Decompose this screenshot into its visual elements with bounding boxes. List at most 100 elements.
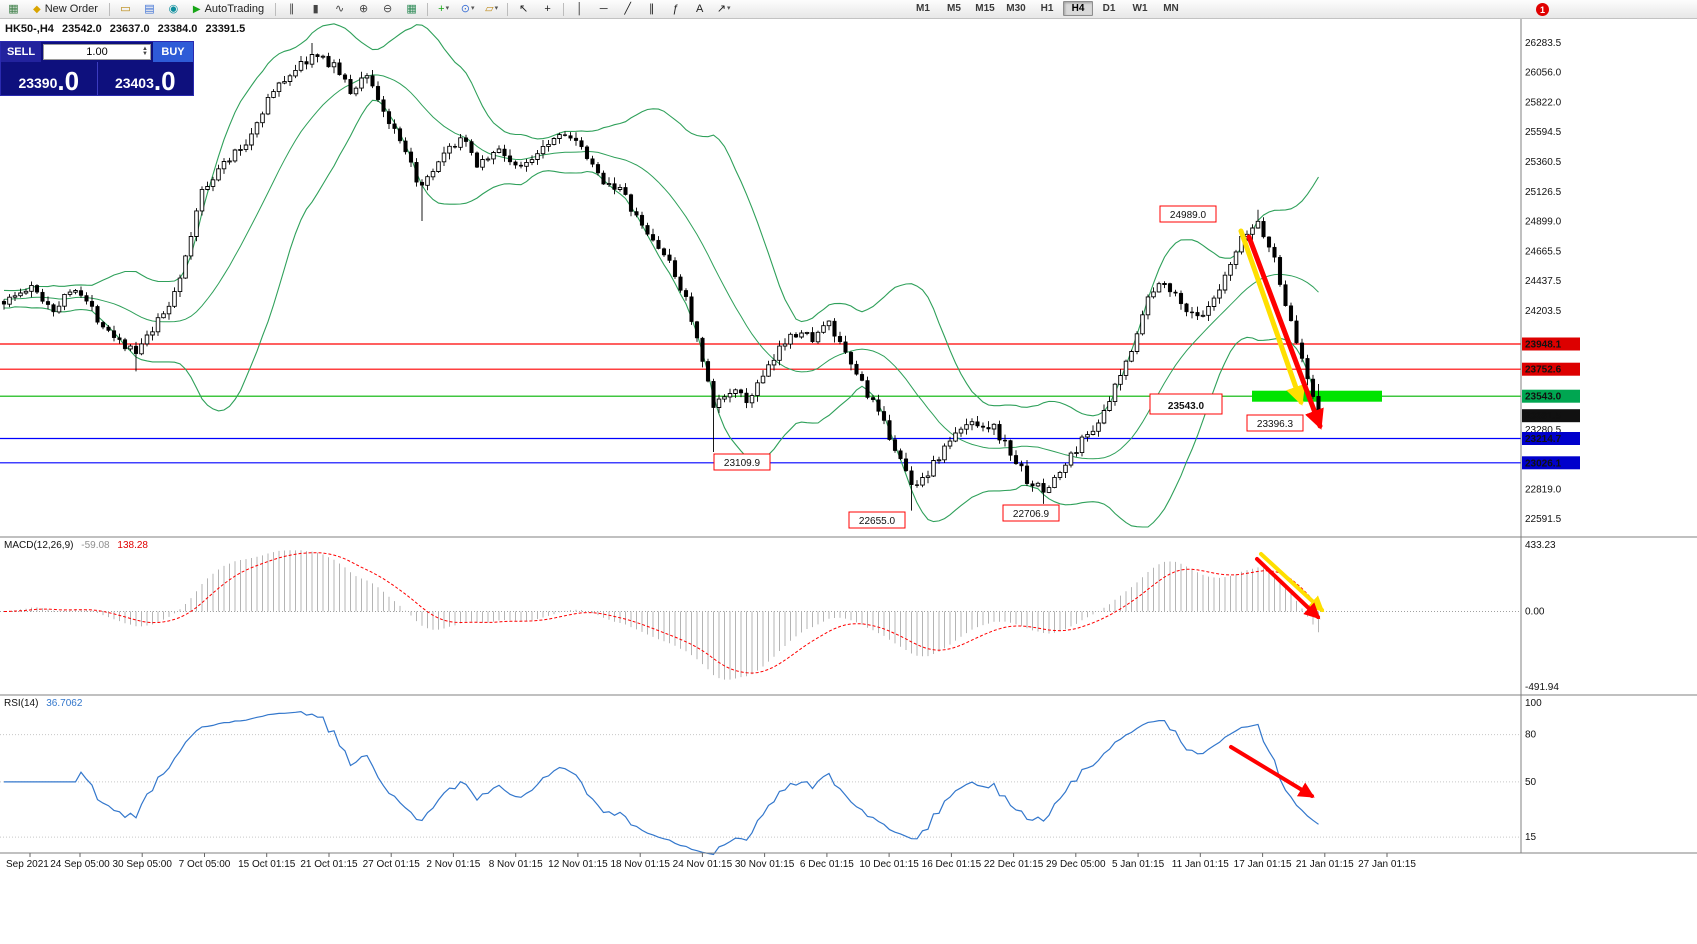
price-scale-label: 25126.5 <box>1525 187 1562 198</box>
price-scale-label: 24203.5 <box>1525 306 1562 317</box>
toolbar-separator <box>275 2 277 16</box>
timeframe-w1-button[interactable]: W1 <box>1132 3 1148 14</box>
rsi-line <box>4 710 1319 856</box>
price-annotation[interactable]: 23543.0 <box>1149 393 1223 415</box>
spinner-down-icon[interactable]: ▼ <box>142 51 148 57</box>
time-label: 27 Oct 01:15 <box>363 859 421 870</box>
timeframe-d1-button[interactable]: D1 <box>1102 3 1116 14</box>
sell-price[interactable]: 23390 .0 <box>1 62 97 95</box>
autotrading-button-label: AutoTrading <box>204 3 265 15</box>
chart-window-icon[interactable]: ▦ <box>8 3 19 15</box>
timeframes-menu-button[interactable]: ⊙ ▾ <box>460 3 475 15</box>
sell-button[interactable]: SELL <box>1 42 41 62</box>
rsi-value: 36.7062 <box>46 698 83 709</box>
price-tag: 23214.7 <box>1522 432 1580 445</box>
timeframe-mn-button[interactable]: MN <box>1163 3 1179 14</box>
time-label: 6 Dec 01:15 <box>800 859 854 870</box>
time-label: 11 Jan 01:15 <box>1172 859 1230 870</box>
zoom-in-icon[interactable]: ⊕ <box>359 3 369 15</box>
timeframe-m15-button[interactable]: M15 <box>975 3 995 14</box>
price-annotation[interactable]: 23109.9 <box>713 453 771 471</box>
macd-histogram <box>9 550 1319 680</box>
volume-spinner[interactable]: ▲ ▼ <box>142 45 148 59</box>
time-label: 21 Jan 01:15 <box>1296 859 1354 870</box>
spinner-up-icon[interactable]: ▲ <box>142 46 148 52</box>
price-scale-label: 24665.5 <box>1525 247 1562 258</box>
sell-price-frac: .0 <box>57 66 80 96</box>
open-value: 23542.0 <box>61 23 102 35</box>
time-label: 29 Dec 05:00 <box>1046 859 1106 870</box>
high-value: 23637.0 <box>109 23 150 35</box>
volume-input[interactable]: 1.00 ▲ ▼ <box>43 44 151 60</box>
autotrading-button[interactable]: ▶ AutoTrading <box>186 1 271 17</box>
bars-chart-icon[interactable]: ∥ <box>288 3 295 15</box>
indicators-button[interactable]: + ▾ <box>438 3 450 15</box>
buy-price[interactable]: 23403 .0 <box>96 62 194 96</box>
arrows-tool-icon[interactable]: ↗ ▾ <box>716 3 731 15</box>
price-scale-label: 22819.0 <box>1525 485 1562 496</box>
bollinger-upper-band <box>3 23 1319 417</box>
equidistant-channel-icon[interactable]: ∥ <box>648 3 655 15</box>
zoom-out-icon[interactable]: ⊖ <box>383 3 393 15</box>
vertical-line-icon[interactable]: │ <box>576 3 584 15</box>
crosshair-icon[interactable]: + <box>544 3 551 15</box>
new-order-button-label: New Order <box>44 3 98 15</box>
time-label: 8 Nov 01:15 <box>489 859 543 870</box>
trendline-icon[interactable]: ╱ <box>624 3 631 15</box>
time-label: 16 Dec 01:15 <box>922 859 982 870</box>
svg-text:24989.0: 24989.0 <box>1170 210 1207 221</box>
price-tag: 23752.6 <box>1522 362 1580 376</box>
timeframe-m1-button[interactable]: M1 <box>916 3 930 14</box>
one-click-trading-panel: SELL 1.00 ▲ ▼ BUY 23390 .0 23403 .0 <box>0 41 194 96</box>
svg-text:22655.0: 22655.0 <box>859 516 896 527</box>
profiles-icon[interactable]: ▤ <box>144 3 155 15</box>
timeframe-h4-button[interactable]: H4 <box>1063 1 1093 16</box>
time-label: 10 Dec 01:15 <box>859 859 919 870</box>
dropdown-caret-icon: ▾ <box>494 5 499 12</box>
trend-arrow[interactable] <box>1255 557 1321 620</box>
timeframe-h1-button[interactable]: H1 <box>1040 3 1054 14</box>
templates-button[interactable]: ▱ ▾ <box>485 3 499 15</box>
text-label-icon[interactable]: A <box>695 3 704 15</box>
cursor-icon[interactable]: ↖ <box>519 3 529 15</box>
price-annotation[interactable]: 24989.0 <box>1159 205 1217 223</box>
new-order-button[interactable]: ◆ New Order <box>26 1 105 17</box>
price-scale-label: 26283.5 <box>1525 38 1562 49</box>
metaeditor-icon[interactable]: ▭ <box>120 3 131 15</box>
fibonacci-icon[interactable]: ƒ <box>672 3 679 15</box>
alert-badge[interactable]: 1 <box>1536 3 1549 16</box>
candlestick-chart-icon[interactable]: ▮ <box>312 3 319 15</box>
price-tag: 23948.1 <box>1522 337 1580 351</box>
time-label: 27 Jan 01:15 <box>1358 859 1416 870</box>
rsi-scale-label: 50 <box>1525 777 1537 788</box>
price-annotation[interactable]: 22655.0 <box>848 511 906 529</box>
svg-text:23109.9: 23109.9 <box>724 458 761 469</box>
trend-arrow[interactable] <box>1229 745 1315 798</box>
line-chart-icon[interactable]: ∿ <box>335 3 345 15</box>
rsi-label: RSI(14) <box>4 698 39 709</box>
timeframe-m5-button[interactable]: M5 <box>947 3 961 14</box>
svg-text:23543.0: 23543.0 <box>1525 392 1562 403</box>
price-annotation[interactable]: 22706.9 <box>1002 504 1060 522</box>
trend-arrow[interactable] <box>1238 228 1306 406</box>
svg-text:23543.0: 23543.0 <box>1168 401 1205 412</box>
time-label: 15 Oct 01:15 <box>238 859 296 870</box>
market-watch-icon[interactable]: ◉ <box>168 3 179 15</box>
trend-arrow[interactable] <box>1259 552 1325 613</box>
buy-button[interactable]: BUY <box>153 42 193 62</box>
horizontal-line-icon[interactable]: ─ <box>599 3 608 15</box>
toolbar-separator <box>108 2 110 16</box>
buy-price-frac: .0 <box>153 66 176 96</box>
trend-arrow[interactable] <box>1246 234 1324 430</box>
close-value: 23391.5 <box>205 23 246 35</box>
rsi-scale-label: 80 <box>1525 730 1537 741</box>
price-scale-label: 26056.0 <box>1525 67 1562 78</box>
timeframe-m30-button[interactable]: M30 <box>1006 3 1026 14</box>
bull-candles <box>7 54 1261 493</box>
tile-windows-icon[interactable]: ▦ <box>406 3 417 15</box>
macd-header: MACD(12,26,9) -59.08 138.28 <box>4 540 153 551</box>
svg-text:22706.9: 22706.9 <box>1013 509 1050 520</box>
price-annotation[interactable]: 23396.3 <box>1246 414 1304 432</box>
timeframe-buttons: M1 M5 M15 M30 H1 H4 D1 W1 MN <box>908 1 1186 16</box>
